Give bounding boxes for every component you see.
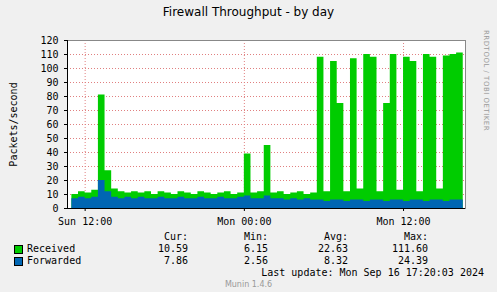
svg-text:30: 30 xyxy=(46,161,58,172)
html-text:24.39: 24.39 xyxy=(397,255,428,266)
html-text:Last update: Mon Sep 16 17:20:: Last update: Mon Sep 16 17:20:03 2024 xyxy=(261,267,484,278)
svg-text:Mon 00:00: Mon 00:00 xyxy=(217,216,271,227)
svg-text:Mon 12:00: Mon 12:00 xyxy=(376,216,430,227)
svg-text:100: 100 xyxy=(40,63,58,74)
html-text:2.56: 2.56 xyxy=(243,255,268,266)
svg-text:90: 90 xyxy=(46,77,58,88)
svg-text:20: 20 xyxy=(46,175,58,186)
svg-text:110: 110 xyxy=(40,49,58,60)
svg-text:120: 120 xyxy=(40,35,58,46)
html-text:Max:: Max: xyxy=(403,231,428,242)
html-text:RRDTOOL / TOBI OETIKER: RRDTOOL / TOBI OETIKER xyxy=(482,30,490,132)
html-text:10.59: 10.59 xyxy=(157,243,188,254)
html-text:6.15: 6.15 xyxy=(243,243,268,254)
html-text:Received: Received xyxy=(27,243,76,254)
html-text:Firewall Throughput - by day: Firewall Throughput - by day xyxy=(162,5,335,19)
svg-text:0: 0 xyxy=(52,203,58,214)
svg-text:10: 10 xyxy=(46,189,58,200)
svg-text:60: 60 xyxy=(46,119,58,130)
html-text:111.60: 111.60 xyxy=(391,243,428,254)
html-text:Min:: Min: xyxy=(243,231,268,242)
html-text:Cur:: Cur: xyxy=(163,231,188,242)
html-text:8.32: 8.32 xyxy=(323,255,348,266)
html-text:Munin 1.4.6: Munin 1.4.6 xyxy=(224,280,273,289)
svg-text:70: 70 xyxy=(46,105,58,116)
svg-text:Sun 12:00: Sun 12:00 xyxy=(58,216,112,227)
svg-text:Packets/second: Packets/second xyxy=(8,82,19,166)
html-text:22.63: 22.63 xyxy=(317,243,348,254)
svg-text:50: 50 xyxy=(46,133,58,144)
svg-text:40: 40 xyxy=(46,147,58,158)
html-text:7.86: 7.86 xyxy=(163,255,188,266)
html-text:Avg:: Avg: xyxy=(323,231,348,242)
svg-text:80: 80 xyxy=(46,91,58,102)
html-text:Forwarded: Forwarded xyxy=(27,255,82,266)
